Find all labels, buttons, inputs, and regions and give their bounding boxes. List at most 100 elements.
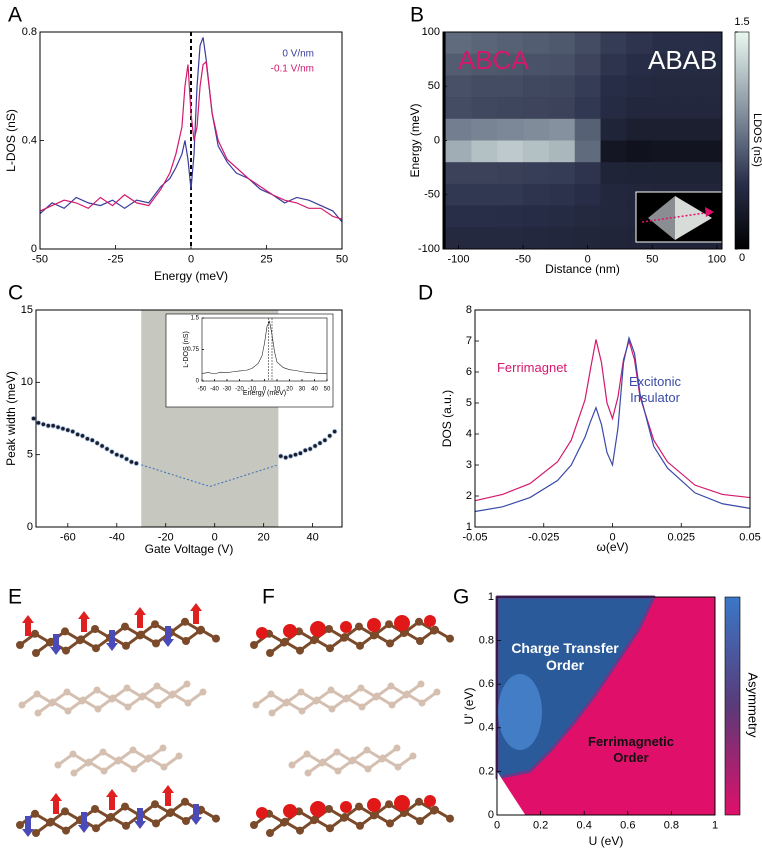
heatmap-cell — [703, 140, 723, 163]
lattice-layer — [16, 617, 220, 657]
heatmap-cell — [600, 183, 627, 206]
x-tick-label: 0.8 — [664, 819, 679, 831]
y-axis-label: L-DOS (nS) — [4, 109, 18, 172]
spin-head — [22, 829, 34, 837]
x-tick-label: -10 — [248, 387, 257, 393]
y-tick-label: 4 — [466, 428, 472, 440]
atom — [364, 765, 372, 773]
atom — [31, 809, 39, 818]
spin — [53, 800, 59, 814]
atom — [373, 692, 381, 700]
atom — [311, 635, 319, 644]
y-tick-label: 0 — [196, 379, 200, 385]
spin — [25, 622, 31, 636]
panel-label: D — [418, 282, 433, 305]
spin-head — [106, 643, 118, 651]
charge — [310, 621, 326, 637]
atom — [182, 637, 190, 645]
spin — [81, 618, 87, 632]
atom — [446, 634, 454, 643]
atom — [152, 639, 160, 648]
heatmap-cell — [574, 75, 601, 98]
atom — [137, 630, 145, 639]
colorbar — [734, 31, 750, 250]
atom — [212, 634, 220, 643]
y-tick-label: 3 — [466, 459, 472, 471]
atom — [109, 694, 117, 702]
data-point — [60, 426, 66, 432]
spin-head — [78, 825, 90, 833]
atom — [268, 709, 276, 717]
legend-entry: Ferrimagnet — [496, 360, 568, 375]
atom — [154, 701, 162, 709]
atom — [385, 800, 393, 809]
data-point — [50, 423, 56, 429]
y-tick-label: 0.75 — [187, 347, 199, 353]
atom — [334, 767, 342, 775]
heatmap-cell — [548, 118, 576, 141]
data-point — [104, 446, 110, 452]
heatmap-cell — [497, 162, 524, 185]
x-tick-label: -40 — [210, 387, 219, 393]
atom — [433, 688, 441, 696]
heatmap-cell — [600, 205, 627, 228]
panel-label: A — [8, 4, 22, 27]
data-point — [327, 433, 333, 439]
spin — [109, 796, 115, 810]
lattice-layer — [18, 680, 207, 717]
y-tick-label: 100 — [422, 26, 440, 38]
heatmap-cell — [703, 118, 723, 141]
spin — [53, 634, 59, 648]
charge — [424, 615, 436, 627]
atom — [107, 813, 115, 821]
heatmap-cell — [626, 32, 653, 54]
atom — [122, 821, 130, 830]
heatmap-cell — [652, 97, 679, 120]
colorbar-tick-label: 0 — [739, 252, 745, 264]
x-tick-label: 0.6 — [620, 819, 635, 831]
atom — [115, 756, 123, 764]
spin — [193, 804, 199, 818]
colorbar-label: LDOS (nS) — [751, 113, 762, 167]
atom — [121, 802, 129, 811]
atom — [77, 635, 85, 644]
x-tick-label: -0.05 — [462, 531, 487, 543]
x-tick-label: 50 — [324, 387, 331, 393]
atom — [283, 698, 291, 706]
heatmap-cell — [652, 53, 679, 76]
atom — [63, 688, 71, 696]
x-axis-label: Distance (nm) — [545, 262, 620, 276]
atom — [343, 694, 351, 702]
atom — [393, 744, 401, 752]
data-point — [55, 424, 61, 430]
atom — [415, 797, 423, 806]
spin — [25, 816, 31, 830]
lattice-layer — [54, 744, 183, 777]
data-point — [119, 453, 125, 459]
heatmap-cell — [497, 53, 524, 76]
data-point — [292, 452, 299, 458]
y-tick-label: 5 — [466, 397, 472, 409]
atom — [167, 808, 175, 817]
lattice-layer — [250, 797, 454, 837]
atom — [183, 680, 191, 688]
heatmap-cell — [574, 183, 601, 206]
spin-head — [190, 817, 202, 825]
heatmap-cell — [523, 140, 550, 163]
heatmap-cell — [600, 140, 627, 163]
spin — [193, 610, 199, 624]
y-axis-label: U' (eV) — [462, 688, 476, 725]
data-point — [75, 431, 81, 438]
heatmap-cell — [652, 140, 679, 163]
y-axis-label: Energy (meV) — [408, 103, 422, 177]
y-axis-label: DOS (a.u.) — [440, 390, 454, 447]
x-tick-label: -25 — [108, 253, 124, 265]
atom — [153, 682, 161, 690]
atom — [355, 802, 363, 811]
y-tick-label: 8 — [466, 304, 472, 316]
inset-image — [635, 191, 723, 243]
data-point — [79, 433, 86, 439]
y-tick-label: -50 — [424, 189, 440, 201]
atom — [33, 690, 41, 698]
